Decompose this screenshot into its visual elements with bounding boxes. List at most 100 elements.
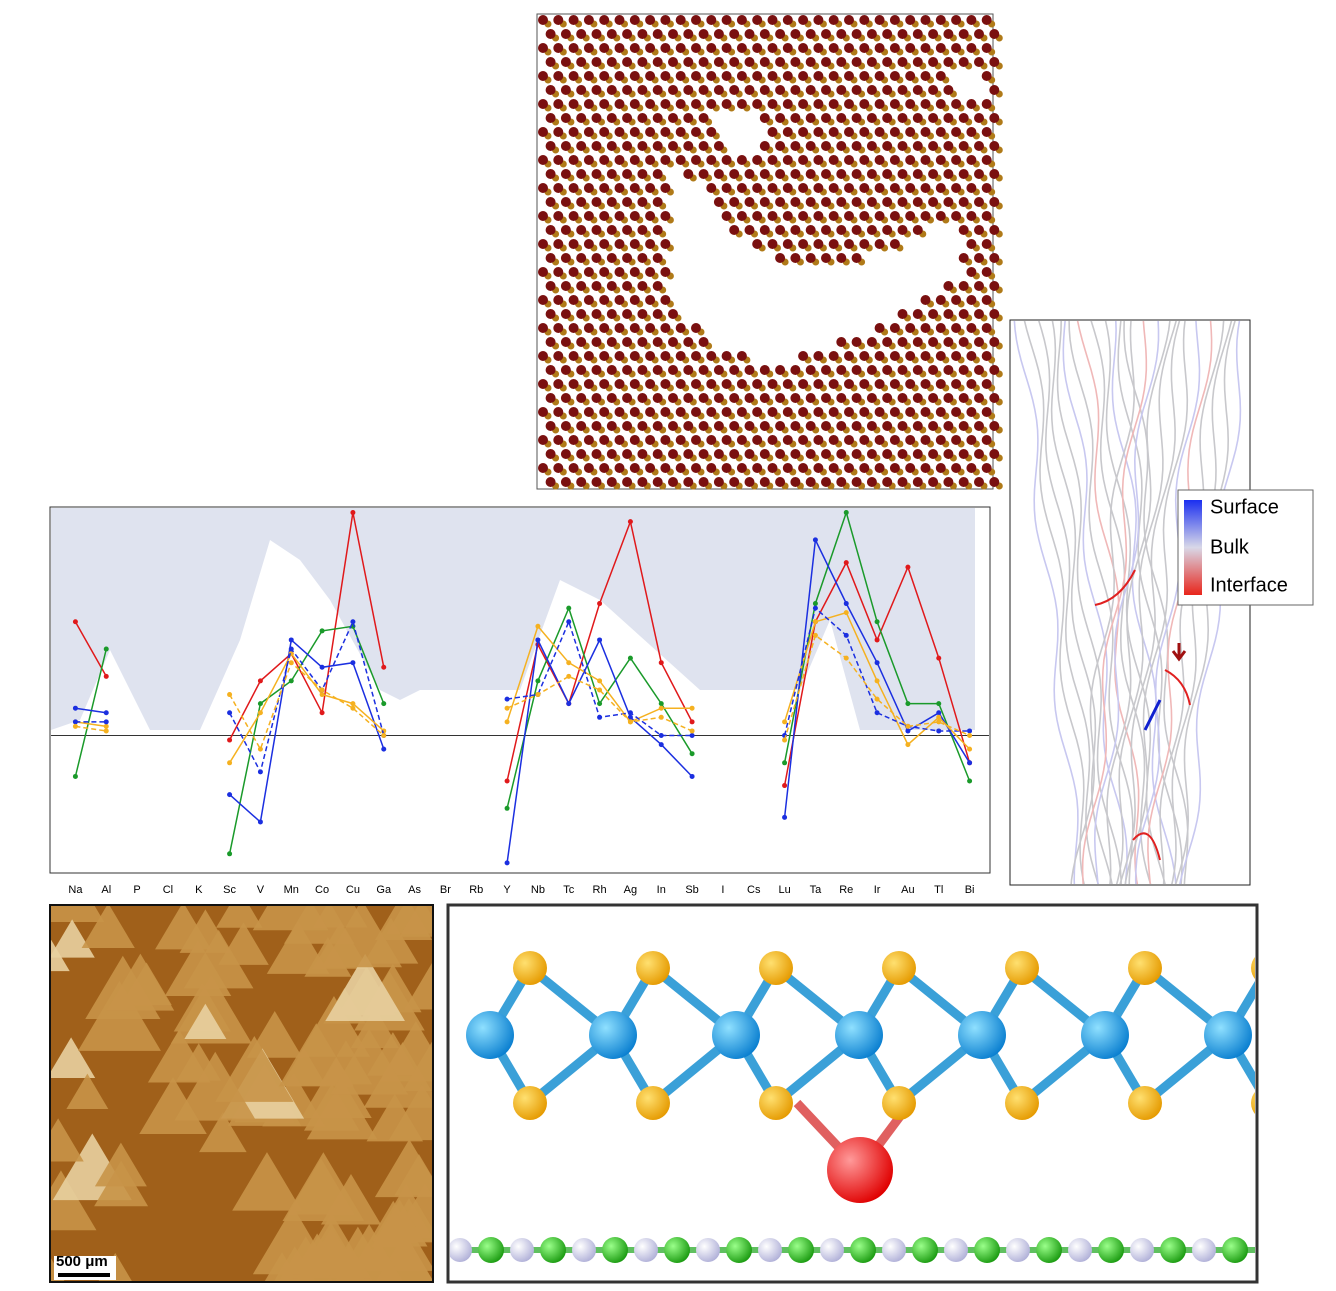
atom [898, 449, 908, 459]
atom [630, 71, 640, 81]
atom [982, 15, 992, 25]
atom [989, 449, 999, 459]
atom [729, 449, 739, 459]
atom [615, 407, 625, 417]
atom [798, 407, 808, 417]
atom [569, 71, 579, 81]
atom [592, 169, 602, 179]
point [905, 724, 910, 729]
atom [676, 379, 686, 389]
atom [760, 421, 770, 431]
point [289, 660, 294, 665]
x-tick-label: Tc [563, 884, 575, 896]
atom [928, 57, 938, 67]
atom [936, 183, 946, 193]
atom [890, 379, 900, 389]
atom [538, 379, 548, 389]
point [936, 710, 941, 715]
atom [928, 393, 938, 403]
atom [859, 127, 869, 137]
atom [790, 29, 800, 39]
x-tick-label: Na [68, 884, 83, 896]
atom [821, 365, 831, 375]
point [628, 519, 633, 524]
atom [898, 85, 908, 95]
atom [729, 57, 739, 67]
atom [691, 351, 701, 361]
atom [844, 239, 854, 249]
atom [798, 155, 808, 165]
atom [921, 407, 931, 417]
atom [615, 295, 625, 305]
atom [645, 15, 655, 25]
atom [867, 141, 877, 151]
atom [951, 15, 961, 25]
atom [852, 449, 862, 459]
atom [936, 463, 946, 473]
atom [836, 337, 846, 347]
point [505, 806, 510, 811]
atom [989, 169, 999, 179]
atom [775, 365, 785, 375]
atom [974, 225, 984, 235]
point [813, 537, 818, 542]
atom [660, 295, 670, 305]
atom [599, 351, 609, 361]
x-tick-label: Sb [685, 884, 698, 896]
point [597, 637, 602, 642]
atom [607, 365, 617, 375]
atom [951, 323, 961, 333]
atom [645, 379, 655, 389]
atom [982, 435, 992, 445]
triangle [253, 867, 329, 931]
atom [790, 113, 800, 123]
atom [630, 15, 640, 25]
atom [714, 85, 724, 95]
atom [882, 141, 892, 151]
point [844, 601, 849, 606]
atom [798, 15, 808, 25]
atom [592, 225, 602, 235]
atom [943, 57, 953, 67]
atom [538, 323, 548, 333]
atom [867, 169, 877, 179]
atom [905, 43, 915, 53]
atom [959, 477, 969, 487]
atom [943, 113, 953, 123]
x-tick-label: Ta [810, 884, 823, 896]
atom [569, 183, 579, 193]
atom [974, 281, 984, 291]
atom [572, 1238, 596, 1262]
atom [683, 477, 693, 487]
atom [607, 421, 617, 431]
atom [775, 449, 785, 459]
atom [729, 477, 739, 487]
atom [607, 85, 617, 95]
atom [546, 141, 556, 151]
x-tick-label: I [721, 884, 724, 896]
x-tick-label: Lu [778, 884, 790, 896]
atom [630, 183, 640, 193]
atom [676, 351, 686, 361]
atom [561, 421, 571, 431]
atom [836, 449, 846, 459]
atom [813, 211, 823, 221]
point [566, 701, 571, 706]
point [258, 769, 263, 774]
atom [706, 43, 716, 53]
atom [538, 183, 548, 193]
atom [943, 365, 953, 375]
atom [966, 15, 976, 25]
atom [844, 351, 854, 361]
atom [584, 155, 594, 165]
atom [622, 169, 632, 179]
atom [592, 337, 602, 347]
atom [898, 337, 908, 347]
atom [599, 71, 609, 81]
atom [913, 477, 923, 487]
atom [951, 211, 961, 221]
point [597, 601, 602, 606]
point [967, 760, 972, 765]
atom [706, 15, 716, 25]
atom [630, 211, 640, 221]
